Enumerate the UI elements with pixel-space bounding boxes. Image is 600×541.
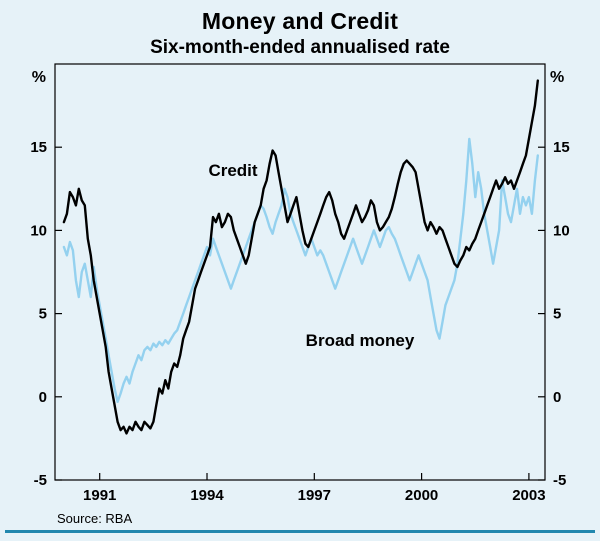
chart-subtitle: Six-month-ended annualised rate	[150, 37, 450, 58]
y-axis-label-left: -5	[34, 472, 47, 489]
y-axis-label-right: 5	[553, 306, 561, 323]
x-axis-label: 2003	[512, 487, 545, 504]
y-axis-label-right: 15	[553, 139, 570, 156]
y-axis-unit-right: %	[550, 69, 564, 86]
y-axis-unit-left: %	[32, 69, 46, 86]
y-axis-label-left: 10	[30, 222, 47, 239]
chart-title: Money and Credit	[201, 8, 399, 34]
y-axis-label-right: 10	[553, 222, 570, 239]
broad-money-series-label: Broad money	[306, 331, 415, 350]
y-axis-label-left: 5	[39, 306, 47, 323]
x-axis-label: 1997	[298, 487, 331, 504]
series-line-broad-money	[62, 137, 539, 403]
x-axis-label: 1994	[190, 487, 224, 504]
y-axis-label-left: 15	[30, 139, 47, 156]
bottom-rule-divider	[5, 530, 595, 533]
source-note: Source: RBA	[57, 511, 133, 526]
plot-area: -5 -5 0 0 5 5 10 10 15 15 1991 1994 1997 2000 2003	[30, 63, 570, 504]
y-axis-label-right: 0	[553, 389, 561, 406]
series-line-credit	[62, 79, 539, 435]
x-axis-label: 2000	[405, 487, 438, 504]
y-axis-label-left: 0	[39, 389, 47, 406]
x-axis-label: 1991	[83, 487, 116, 504]
y-axis-label-right: -5	[553, 472, 566, 489]
credit-series-label: Credit	[208, 161, 257, 180]
plot-frame	[54, 63, 546, 481]
